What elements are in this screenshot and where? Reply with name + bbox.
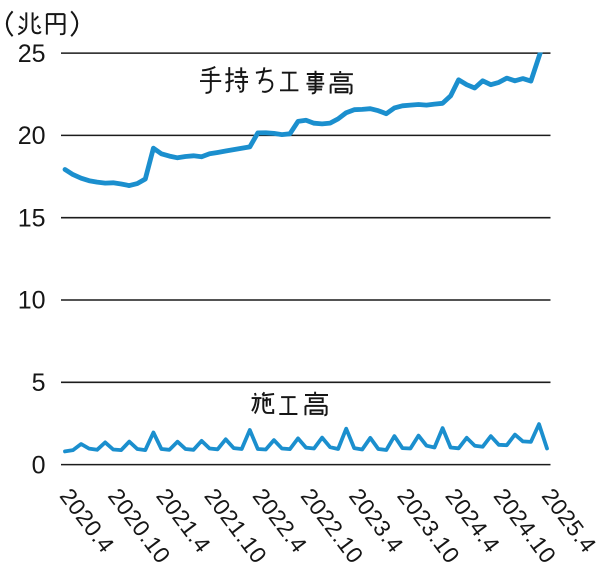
svg-text:15: 15 <box>18 204 46 232</box>
svg-text:25: 25 <box>18 40 46 68</box>
svg-text:5: 5 <box>32 369 46 397</box>
svg-text:0: 0 <box>32 451 46 479</box>
svg-text:10: 10 <box>18 287 46 315</box>
svg-text:20: 20 <box>18 122 46 150</box>
